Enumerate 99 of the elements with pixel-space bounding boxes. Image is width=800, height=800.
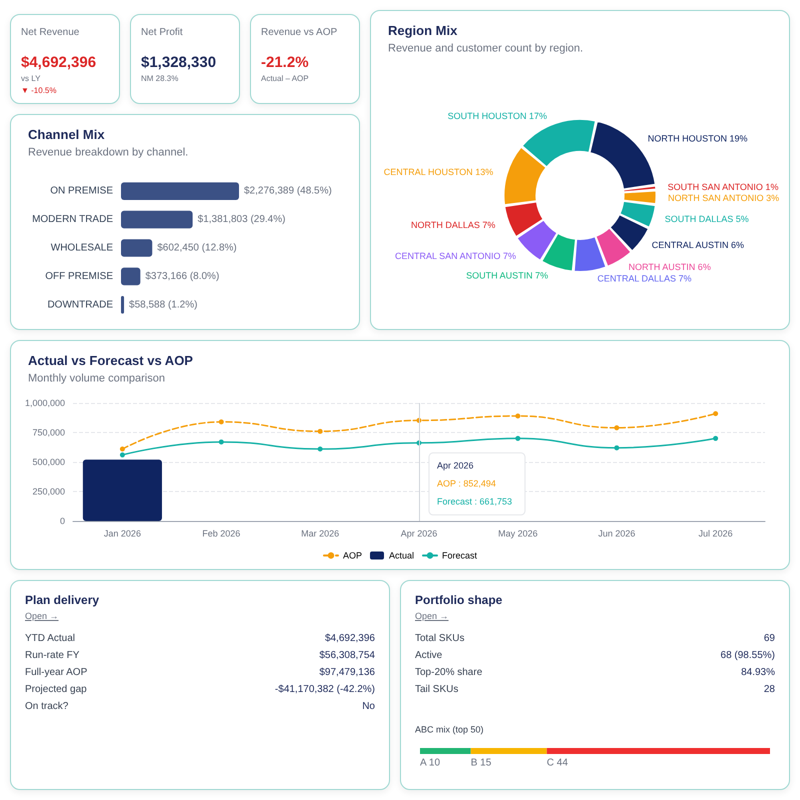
data-label: C 44 xyxy=(546,758,568,768)
data-label: $373,166 (8.0%) xyxy=(145,270,220,282)
text: Actual – AOP xyxy=(261,74,310,83)
y-tick-label: 0 xyxy=(60,516,65,526)
x-tick-label: Jun 2026 xyxy=(598,528,636,538)
bar xyxy=(121,296,124,314)
text: Net Revenue xyxy=(21,27,80,38)
legend-label: Actual xyxy=(388,550,414,560)
data-label: B 15 xyxy=(470,758,492,768)
text: Tail SKUs xyxy=(415,684,458,695)
text: $4,692,396 xyxy=(324,633,375,644)
x-tick-label: Feb 2026 xyxy=(202,528,240,538)
annotation: Apr 2026 xyxy=(437,460,474,470)
chart-title: ABC mix (top 50) xyxy=(415,724,484,734)
data-label: $2,276,389 (48.5%) xyxy=(244,186,332,197)
data-label: $1,381,803 (29.4%) xyxy=(198,214,286,226)
text: No xyxy=(362,701,375,712)
y-tick-label: 500,000 xyxy=(32,457,65,467)
legend-label: Forecast xyxy=(442,550,478,560)
bar xyxy=(121,210,193,228)
data-label: $602,450 (12.8%) xyxy=(157,242,237,254)
text: $97,479,136 xyxy=(319,667,375,678)
y-tick-label: 1,000,000 xyxy=(24,398,65,408)
chart-subtitle: Revenue and customer count by region. xyxy=(388,42,584,54)
x-tick-label: Jul 2026 xyxy=(698,528,733,538)
point xyxy=(218,439,224,444)
point xyxy=(614,425,620,430)
annotation: Forecast : 661,753 xyxy=(437,496,512,506)
y-tick-label: OFF PREMISE xyxy=(45,270,114,282)
text: Full-year AOP xyxy=(25,667,88,678)
slice-label: SOUTH DALLAS 5% xyxy=(664,214,749,224)
legend-label: AOP xyxy=(342,550,362,560)
x-tick-label: Jan 2026 xyxy=(104,528,141,538)
y-tick-label: WHOLESALE xyxy=(50,242,114,254)
point xyxy=(120,452,125,458)
point xyxy=(713,436,718,441)
data-label: A 10 xyxy=(420,758,440,768)
point xyxy=(515,436,520,441)
chart-subtitle: Monthly volume comparison xyxy=(28,372,165,384)
slice-label: NORTH AUSTIN 6% xyxy=(628,262,711,272)
y-tick-label: 250,000 xyxy=(32,486,65,496)
slice-label: SOUTH SAN ANTONIO 1% xyxy=(668,182,778,192)
bar xyxy=(121,182,239,200)
text: YTD Actual xyxy=(25,633,76,644)
text: -21.2% xyxy=(261,54,310,71)
text: 84.93% xyxy=(741,667,775,678)
text: Open → xyxy=(25,611,60,621)
point xyxy=(614,445,620,450)
text: Plan delivery xyxy=(25,593,100,607)
point xyxy=(318,428,323,434)
point xyxy=(120,446,125,452)
point xyxy=(318,446,323,452)
point xyxy=(515,413,520,418)
text: Revenue vs AOP xyxy=(261,27,338,38)
chart-title: Region Mix xyxy=(388,23,458,38)
annotation: AOP : 852,494 xyxy=(437,478,496,488)
y-tick-label: DOWNTRADE xyxy=(47,299,114,310)
text: Projected gap xyxy=(25,684,87,695)
text: 28 xyxy=(764,684,775,695)
slice-label: CENTRAL AUSTIN 6% xyxy=(652,240,744,250)
slice-label: CENTRAL SAN ANTONIO 7% xyxy=(394,251,516,262)
text: Net Profit xyxy=(141,27,184,38)
point xyxy=(218,419,224,424)
text: Total SKUs xyxy=(415,633,464,644)
text: On track? xyxy=(25,701,68,712)
text: $56,308,754 xyxy=(319,650,375,661)
point xyxy=(713,411,718,416)
slice-label: SOUTH AUSTIN 7% xyxy=(466,270,548,280)
data-label: $58,588 (1.2%) xyxy=(129,299,198,310)
x-tick-label: Mar 2026 xyxy=(301,528,340,538)
text: $4,692,396 xyxy=(21,54,98,71)
y-tick-label: ON PREMISE xyxy=(50,186,114,197)
x-tick-label: Apr 2026 xyxy=(400,528,438,538)
x-tick-label: May 2026 xyxy=(498,528,538,538)
slice-label: NORTH HOUSTON 19% xyxy=(648,134,748,144)
text: 68 (98.55%) xyxy=(720,650,775,661)
slice-label: NORTH SAN ANTONIO 3% xyxy=(668,192,780,203)
text: Active xyxy=(415,650,442,661)
text: $1,328,330 xyxy=(141,54,218,71)
y-tick-label: MODERN TRADE xyxy=(32,214,114,226)
slice-label: CENTRAL DALLAS 7% xyxy=(597,274,692,284)
chart-subtitle: Revenue breakdown by channel. xyxy=(28,146,188,158)
slice-label: NORTH DALLAS 7% xyxy=(411,220,496,230)
text: NM 28.3% xyxy=(141,74,180,83)
chart-title: Actual vs Forecast vs AOP xyxy=(28,353,194,368)
text: Run-rate FY xyxy=(25,650,80,661)
text: vs LY xyxy=(21,74,42,83)
slice-label: CENTRAL HOUSTON 13% xyxy=(384,167,494,178)
text: ▼ -10.5% xyxy=(21,86,58,95)
text: Top-20% share xyxy=(415,667,482,678)
text: 69 xyxy=(764,633,775,644)
bar xyxy=(121,268,140,286)
text: Portfolio shape xyxy=(415,593,504,607)
text: Open → xyxy=(415,611,450,621)
chart-title: Channel Mix xyxy=(28,127,106,142)
text: -$41,170,382 (-42.2%) xyxy=(274,684,375,695)
slice-label: SOUTH HOUSTON 17% xyxy=(448,110,547,121)
y-tick-label: 750,000 xyxy=(32,428,65,438)
bar xyxy=(121,239,152,257)
